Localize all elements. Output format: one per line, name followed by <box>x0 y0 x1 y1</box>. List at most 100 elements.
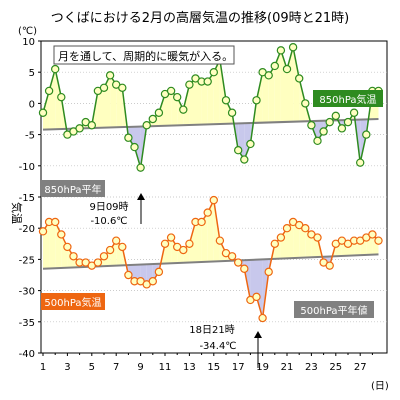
legend-850-normal: 850hPa平年 <box>41 180 105 197</box>
x-tick-label: 27 <box>354 362 367 373</box>
series-850-point <box>105 71 115 80</box>
series-500-point <box>38 227 48 236</box>
series-850-point <box>307 121 316 130</box>
series-500-point <box>264 267 273 277</box>
legend-850-temp-label: 850hPa気温 <box>319 93 376 106</box>
series-500-point <box>282 223 292 233</box>
y-tick-label: -10 <box>19 162 35 173</box>
x-tick-label: 7 <box>113 362 119 373</box>
annotation-min-500-date: 18日21時 <box>189 324 234 336</box>
series-850-point <box>264 71 273 80</box>
series-850-point <box>288 43 298 52</box>
y-unit-label: (℃) <box>18 26 37 37</box>
series-500-point <box>185 239 194 248</box>
series-500-fill <box>110 240 117 266</box>
series-850-point <box>124 133 133 142</box>
series-850-point <box>337 124 347 133</box>
series-850-point <box>136 163 145 172</box>
series-500-fill <box>61 234 68 268</box>
series-850-point <box>38 108 48 117</box>
series-500-fill <box>49 221 56 269</box>
series-500-point <box>227 252 237 261</box>
series-850-fill <box>299 78 306 122</box>
series-850-point <box>142 121 151 130</box>
legend-850-normal-label: 850hPa平年 <box>44 183 101 196</box>
x-tick-label: 5 <box>89 362 95 373</box>
x-tick-label: 9 <box>137 362 143 373</box>
series-850-point <box>87 121 97 130</box>
series-500-point <box>233 258 243 267</box>
annotation-min-850-value: -10.6℃ <box>90 216 127 227</box>
series-850-point <box>276 46 286 55</box>
series-850-point <box>362 130 371 139</box>
series-500-fill <box>134 264 141 282</box>
series-500-point <box>93 258 103 267</box>
y-tick-label: -30 <box>19 287 35 298</box>
series-850-point <box>233 145 243 155</box>
series-500-point <box>51 217 60 227</box>
series-850-point <box>166 86 176 96</box>
series-500-point <box>276 233 286 242</box>
legend-500-temp: 500hPa気温 <box>41 293 105 310</box>
x-tick-label: 13 <box>183 362 196 373</box>
series-850-point <box>148 114 157 124</box>
annotation-min-500-value: -34.4℃ <box>199 341 236 352</box>
series-500-point <box>203 208 212 217</box>
series-500-point <box>148 277 157 286</box>
x-axis: 1 3 5 7 9 11 13 15 17 19 21 23 25 27 <box>40 353 373 373</box>
series-500-fill <box>195 221 202 263</box>
x-unit-label: (日) <box>371 381 389 392</box>
series-850-point <box>118 83 127 93</box>
series-500-fill <box>250 259 257 300</box>
legend-500-normal: 500hPa平年値 <box>294 301 374 318</box>
y-tick-label: -40 <box>19 349 35 360</box>
y-axis: 10 5 0 -5 -10 -15 -20 -25 -30 -35 -40 <box>19 37 41 360</box>
series-850-fill <box>183 84 190 126</box>
legend-500-normal-label: 500hPa平年値 <box>300 304 367 317</box>
series-850-point <box>331 111 340 121</box>
series-850-fill <box>97 87 104 128</box>
x-tick-label: 21 <box>281 362 294 373</box>
series-850-point <box>172 92 182 102</box>
series-850-point <box>356 158 365 167</box>
series-850-point <box>99 83 109 93</box>
series-850-fill <box>165 90 172 126</box>
series-850-point <box>179 105 188 114</box>
series-850-point <box>282 64 292 74</box>
series-points <box>38 43 383 323</box>
series-500-point <box>240 264 249 273</box>
series-850-fill <box>360 119 367 163</box>
chart-title: つくばにおける2月の高層気温の推移(09時と21時) <box>51 10 350 26</box>
series-850-point <box>270 61 279 71</box>
series-500-point <box>160 239 170 248</box>
series-500-fill <box>299 225 306 258</box>
legend-850-temp: 850hPa気温 <box>313 90 383 107</box>
series-850-point <box>209 67 218 77</box>
series-850-point <box>221 96 231 105</box>
series-850-point <box>246 139 255 149</box>
series-500-fill <box>256 259 263 319</box>
series-850-point <box>325 117 334 127</box>
series-500-point <box>313 233 322 242</box>
series-850-point <box>240 155 249 164</box>
series-850-point <box>319 127 328 136</box>
y-tick-label: -15 <box>19 193 35 204</box>
series-850-point <box>130 142 139 152</box>
series-850-point <box>252 96 261 105</box>
series-850-point <box>51 64 60 74</box>
x-tick-label: 23 <box>305 362 318 373</box>
series-850-point <box>313 136 322 146</box>
series-850-fill <box>189 78 196 125</box>
series-500-point <box>270 239 279 248</box>
series-500-point <box>99 252 109 261</box>
x-tick-label: 17 <box>232 362 245 373</box>
note-text: 月を通して、周期的に暖気が入る。 <box>58 49 233 63</box>
series-500-point <box>111 236 121 245</box>
series-500-point <box>215 236 225 245</box>
x-tick-label: 19 <box>256 362 269 373</box>
x-tick-label: 11 <box>159 362 172 373</box>
series-500-fill <box>171 237 178 264</box>
series-500-point <box>209 195 218 205</box>
series-850-fill <box>262 72 269 123</box>
